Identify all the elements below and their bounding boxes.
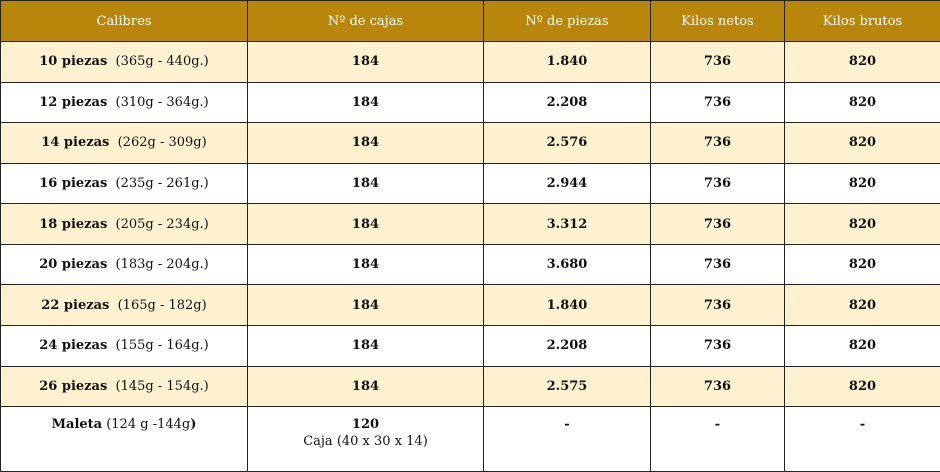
calibre-cell: 22 piezas (165g - 182g) [0, 284, 248, 326]
kilos-netos-cell: 736 [650, 203, 785, 245]
cajas-cell: 184 [247, 324, 484, 367]
calibre-range: (165g - 182g) [117, 297, 207, 313]
cajas-cell: 184 [247, 365, 484, 408]
kilos-netos-cell: 736 [650, 81, 785, 124]
calibre-range: (205g - 234g.) [115, 216, 209, 232]
table-row: 14 piezas (262g - 309g) 184 2.576 736 82… [0, 122, 940, 164]
piezas-cell: 3.680 [483, 243, 651, 286]
kilos-netos-cell: 736 [650, 324, 785, 367]
table-row: 26 piezas (145g - 154g.) 184 2.575 736 8… [0, 365, 940, 408]
cajas-cell: 184 [247, 284, 484, 326]
cajas-cell: 184 [247, 122, 484, 164]
kilos-brutos-cell: 820 [784, 324, 940, 367]
table-row: 12 piezas (310g - 364g.) 184 2.208 736 8… [0, 81, 940, 124]
cajas-cell: 184 [247, 162, 484, 205]
cajas-cell: 184 [247, 203, 484, 245]
calibre-name: 26 piezas [39, 378, 108, 394]
kilos-brutos-cell: 820 [784, 284, 940, 326]
piezas-cell: 3.312 [483, 203, 651, 245]
header-piezas: Nº de piezas [483, 0, 651, 42]
piezas-cell: 2.576 [483, 122, 651, 164]
calibre-range: (365g - 440g.) [115, 54, 209, 70]
piezas-cell: 2.944 [483, 162, 651, 205]
table-row: 24 piezas (155g - 164g.) 184 2.208 736 8… [0, 324, 940, 367]
table-row: 20 piezas (183g - 204g.) 184 3.680 736 8… [0, 243, 940, 286]
calibre-cell: 10 piezas (365g - 440g.) [0, 41, 248, 83]
header-kilos-netos: Kilos netos [650, 0, 785, 42]
table-row: 22 piezas (165g - 182g) 184 1.840 736 82… [0, 284, 940, 326]
kilos-brutos-cell: 820 [784, 41, 940, 83]
calibre-range: (155g - 164g.) [115, 338, 209, 354]
kilos-netos-cell: 736 [650, 122, 785, 164]
calibre-name: 22 piezas [41, 297, 110, 313]
calibre-cell: 26 piezas (145g - 154g.) [0, 365, 248, 408]
kilos-brutos-cell: 820 [784, 203, 940, 245]
calibre-name: 14 piezas [41, 135, 110, 151]
kilos-brutos-cell: 820 [784, 365, 940, 408]
calibre-cell: 14 piezas (262g - 309g) [0, 122, 248, 164]
piezas-cell: 1.840 [483, 41, 651, 83]
calibre-cell: Maleta (124 g -144g) [0, 406, 248, 472]
piezas-cell: 1.840 [483, 284, 651, 326]
calibre-name: 24 piezas [39, 338, 108, 354]
kilos-netos-cell: 736 [650, 41, 785, 83]
header-calibres: Calibres [0, 0, 248, 42]
cajas-cell: 184 [247, 41, 484, 83]
calibre-cell: 24 piezas (155g - 164g.) [0, 324, 248, 367]
calibre-cell: 18 piezas (205g - 234g.) [0, 203, 248, 245]
calibre-cell: 20 piezas (183g - 204g.) [0, 243, 248, 286]
calibre-range: (145g - 154g.) [115, 378, 209, 394]
kilos-brutos-cell: 820 [784, 162, 940, 205]
calibre-name: 18 piezas [39, 216, 108, 232]
calibre-name: Maleta [51, 417, 103, 433]
cajas-cell: 184 [247, 81, 484, 124]
piezas-cell: 2.575 [483, 365, 651, 408]
calibre-name: 20 piezas [39, 257, 108, 273]
kilos-brutos-cell: 820 [784, 243, 940, 286]
kilos-brutos-cell: 820 [784, 122, 940, 164]
header-cajas: Nº de cajas [247, 0, 484, 42]
table-row-maleta: Maleta (124 g -144g) 120 Caja (40 x 30 x … [0, 406, 940, 472]
piezas-cell: - [483, 406, 651, 472]
kilos-netos-cell: 736 [650, 365, 785, 408]
kilos-netos-cell: 736 [650, 284, 785, 326]
calibre-range: (262g - 309g) [117, 135, 207, 151]
cajas-cell: 120 Caja (40 x 30 x 14) [247, 406, 484, 472]
header-row: Calibres Nº de cajas Nº de piezas Kilos … [0, 0, 940, 42]
calibre-range: (183g - 204g.) [115, 257, 209, 273]
table-row: 16 piezas (235g - 261g.) 184 2.944 736 8… [0, 162, 940, 205]
calibre-cell: 12 piezas (310g - 364g.) [0, 81, 248, 124]
kilos-netos-cell: - [650, 406, 785, 472]
kilos-netos-cell: 736 [650, 162, 785, 205]
calibre-range: (124 g -144g [106, 417, 191, 433]
calibre-name: 16 piezas [39, 175, 108, 191]
kilos-brutos-cell: - [784, 406, 940, 472]
table-row: 18 piezas (205g - 234g.) 184 3.312 736 8… [0, 203, 940, 245]
calibre-range: (235g - 261g.) [115, 175, 209, 191]
header-kilos-brutos: Kilos brutos [784, 0, 940, 42]
piezas-cell: 2.208 [483, 324, 651, 367]
kilos-netos-cell: 736 [650, 243, 785, 286]
kilos-brutos-cell: 820 [784, 81, 940, 124]
cajas-cell: 184 [247, 243, 484, 286]
calibre-cell: 16 piezas (235g - 261g.) [0, 162, 248, 205]
table-row: 10 piezas (365g - 440g.) 184 1.840 736 8… [0, 41, 940, 83]
calibre-name: 10 piezas [39, 54, 108, 70]
calibre-name: 12 piezas [39, 94, 108, 110]
calibre-range: (310g - 364g.) [115, 94, 209, 110]
caja-dimensions: Caja (40 x 30 x 14) [303, 434, 428, 450]
piezas-cell: 2.208 [483, 81, 651, 124]
